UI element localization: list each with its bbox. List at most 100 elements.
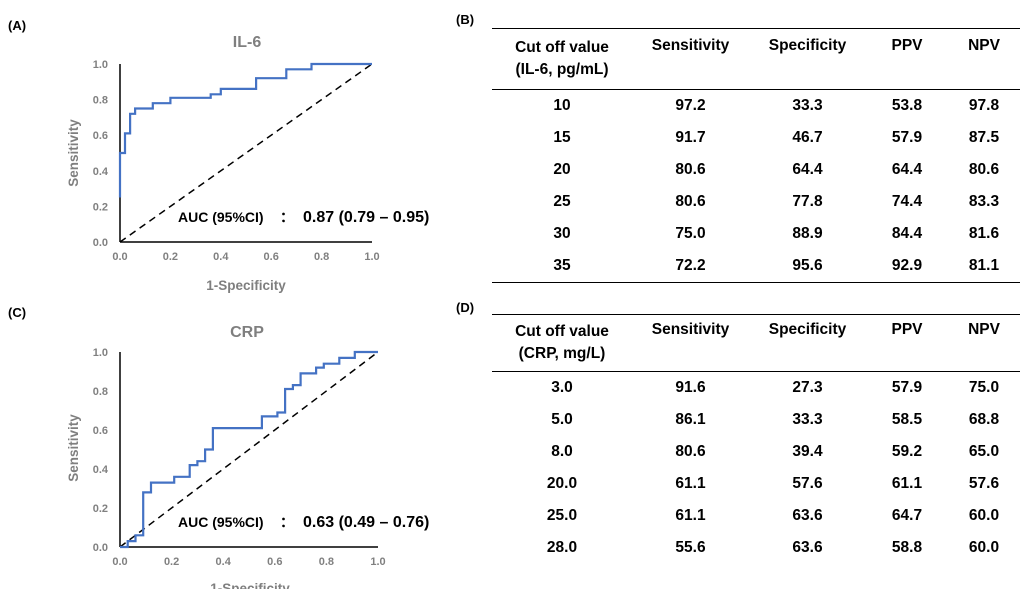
cell-cutoff: 15 <box>553 129 571 146</box>
auc-label: AUC (95%CI) <box>178 209 264 225</box>
cell-ppv: 53.8 <box>891 97 923 114</box>
table-row: 8.0 80.6 39.4 59.2 65.0 <box>492 436 1020 468</box>
cell-ppv: 92.9 <box>891 257 923 274</box>
cell-npv: 87.5 <box>968 129 1000 146</box>
cell-ppv: 64.4 <box>891 161 923 178</box>
cell-sensitivity: 61.1 <box>675 507 706 524</box>
x-tick-label: 1.0 <box>370 556 385 568</box>
header-cutoff-label: Cut off value <box>515 39 609 56</box>
y-tick-label: 0.2 <box>93 503 108 515</box>
il6-cutoff-table: Cut off value (IL-6, pg/mL) Sensitivity … <box>492 28 1020 283</box>
table-row: 20 80.6 64.4 64.4 80.6 <box>492 154 1020 186</box>
reference-diagonal <box>119 63 373 243</box>
cell-ppv: 84.4 <box>891 225 923 242</box>
x-tick-label: 0.2 <box>163 251 178 263</box>
table-row: 10 97.2 33.3 53.8 97.8 <box>492 90 1020 123</box>
header-ppv: PPV <box>891 37 923 54</box>
header-sensitivity: Sensitivity <box>651 321 730 338</box>
cell-cutoff: 30 <box>553 225 571 242</box>
cell-ppv: 74.4 <box>891 193 923 210</box>
chart-title: CRP <box>230 324 264 341</box>
cell-npv: 68.8 <box>968 411 1000 428</box>
reference-diagonal <box>119 351 379 548</box>
cell-sensitivity: 61.1 <box>675 475 706 492</box>
cell-npv: 65.0 <box>968 443 1000 460</box>
y-tick-label: 1.0 <box>93 347 108 359</box>
cell-specificity: 63.6 <box>792 507 823 524</box>
x-tick-label: 0.2 <box>164 556 179 568</box>
auc-value: 0.87 (0.79 – 0.95) <box>303 209 429 226</box>
roc-chart-crp: CRP Sensitivity 1-Specificity 0.0 0.2 0.4 0… <box>66 324 429 589</box>
x-tick-label: 0.6 <box>264 251 279 263</box>
cell-specificity: 27.3 <box>792 379 823 396</box>
panel-label-b: (B) <box>456 12 475 27</box>
cell-npv: 83.3 <box>968 193 1000 210</box>
y-axis-label: Sensitivity <box>66 414 81 482</box>
cell-npv: 60.0 <box>968 539 1000 556</box>
y-tick-label: 0.2 <box>93 201 108 213</box>
header-specificity: Specificity <box>768 321 847 338</box>
cell-cutoff: 25.0 <box>546 507 578 524</box>
header-ppv: PPV <box>891 321 923 338</box>
auc-separator: ： <box>280 209 294 225</box>
cell-sensitivity: 80.6 <box>675 161 706 178</box>
cell-cutoff: 20.0 <box>546 475 578 492</box>
table-header-row: Cut off value (CRP, mg/L) Sensitivity Sp… <box>492 314 1020 372</box>
y-tick-label: 1.0 <box>93 59 108 71</box>
cell-specificity: 33.3 <box>792 97 823 114</box>
cell-ppv: 64.7 <box>891 507 923 524</box>
cell-specificity: 63.6 <box>792 539 823 556</box>
y-tick-label: 0.4 <box>93 166 109 178</box>
table-row: 35 72.2 95.6 92.9 81.1 <box>492 250 1020 283</box>
x-tick-label: 0.8 <box>314 251 329 263</box>
roc-curve <box>120 350 378 549</box>
cell-specificity: 64.4 <box>792 161 823 178</box>
cell-ppv: 57.9 <box>891 379 923 396</box>
header-npv: NPV <box>968 321 1000 338</box>
cell-ppv: 57.9 <box>891 129 923 146</box>
table-row: 5.0 86.1 33.3 58.5 68.8 <box>492 404 1020 436</box>
cell-specificity: 88.9 <box>792 225 823 242</box>
table-row: 28.0 55.6 63.6 58.8 60.0 <box>492 532 1020 564</box>
cell-npv: 75.0 <box>968 379 1000 396</box>
cell-sensitivity: 97.2 <box>675 97 706 114</box>
cell-sensitivity: 55.6 <box>675 539 706 556</box>
cell-sensitivity: 91.6 <box>675 379 706 396</box>
x-tick-label: 0.4 <box>213 251 229 263</box>
y-tick-label: 0.4 <box>93 464 109 476</box>
cell-sensitivity: 80.6 <box>675 443 706 460</box>
cell-cutoff: 28.0 <box>546 539 578 556</box>
cell-specificity: 57.6 <box>792 475 823 492</box>
header-specificity: Specificity <box>768 37 847 54</box>
cell-cutoff: 10 <box>553 97 571 114</box>
x-tick-label: 0.4 <box>216 556 232 568</box>
cell-npv: 97.8 <box>968 97 1000 114</box>
cell-ppv: 61.1 <box>891 475 923 492</box>
auc-label: AUC (95%CI) <box>178 514 264 530</box>
cell-specificity: 46.7 <box>792 129 823 146</box>
table-row: 3.0 91.6 27.3 57.9 75.0 <box>492 372 1020 405</box>
cell-sensitivity: 80.6 <box>675 193 706 210</box>
x-axis-label: 1-Specificity <box>206 278 286 293</box>
y-tick-label: 0.0 <box>93 237 108 249</box>
header-sensitivity: Sensitivity <box>651 37 730 54</box>
cell-cutoff: 5.0 <box>551 411 573 428</box>
table-row: 25 80.6 77.8 74.4 83.3 <box>492 186 1020 218</box>
cell-cutoff: 3.0 <box>551 379 573 396</box>
header-cutoff: Cut off value (IL-6, pg/mL) <box>492 29 632 90</box>
table-row: 30 75.0 88.9 84.4 81.6 <box>492 218 1020 250</box>
cell-npv: 81.6 <box>968 225 1000 242</box>
y-tick-label: 0.6 <box>93 130 108 142</box>
y-tick-label: 0.6 <box>93 425 108 437</box>
x-tick-label: 0.6 <box>267 556 282 568</box>
y-axis-label: Sensitivity <box>66 119 81 187</box>
x-tick-label: 0.0 <box>112 556 127 568</box>
cell-cutoff: 8.0 <box>551 443 573 460</box>
cell-cutoff: 35 <box>553 257 571 274</box>
cell-npv: 60.0 <box>968 507 1000 524</box>
y-tick-label: 0.0 <box>93 542 108 554</box>
header-cutoff: Cut off value (CRP, mg/L) <box>492 315 632 372</box>
header-cutoff-unit: (IL-6, pg/mL) <box>515 61 609 78</box>
table-row: 15 91.7 46.7 57.9 87.5 <box>492 122 1020 154</box>
cell-sensitivity: 75.0 <box>675 225 706 242</box>
